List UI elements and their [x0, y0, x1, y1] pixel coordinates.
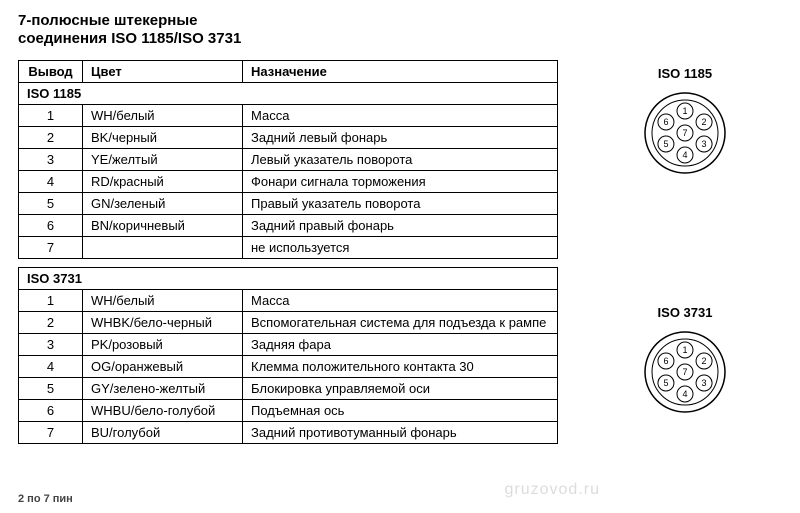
pinout-table-1: Вывод Цвет Назначение ISO 1185 1WH/белый… — [18, 60, 558, 259]
title-line2: соединения ISO 1185/ISO 3731 — [18, 30, 241, 47]
cell-color: BN/коричневый — [83, 215, 243, 237]
section-label: ISO 1185 — [19, 83, 558, 105]
cell-color: OG/оранжевый — [83, 356, 243, 378]
connector-diagram: 1 2 3 4 5 6 7 — [643, 91, 727, 175]
cell-pin: 3 — [19, 334, 83, 356]
svg-text:7: 7 — [682, 367, 687, 377]
cell-function: Левый указатель поворота — [243, 149, 558, 171]
header-pin: Вывод — [19, 61, 83, 83]
cell-pin: 2 — [19, 127, 83, 149]
table-row: 4RD/красныйФонари сигнала торможения — [19, 171, 558, 193]
tables-column: Вывод Цвет Назначение ISO 1185 1WH/белый… — [18, 60, 558, 444]
diagram-label-iso3731: ISO 3731 — [643, 305, 727, 320]
cell-color: BK/черный — [83, 127, 243, 149]
cell-color: WHBU/бело-голубой — [83, 400, 243, 422]
table-row: 1WH/белыйМасса — [19, 105, 558, 127]
cell-function: Фонари сигнала торможения — [243, 171, 558, 193]
svg-text:7: 7 — [682, 128, 687, 138]
table-row: 5GN/зеленыйПравый указатель поворота — [19, 193, 558, 215]
svg-text:3: 3 — [702, 378, 707, 388]
cell-pin: 4 — [19, 356, 83, 378]
cell-color: GN/зеленый — [83, 193, 243, 215]
cell-pin: 1 — [19, 290, 83, 312]
cell-color: YE/желтый — [83, 149, 243, 171]
diagram-label-iso1185: ISO 1185 — [643, 66, 727, 81]
cell-pin: 2 — [19, 312, 83, 334]
content: Вывод Цвет Назначение ISO 1185 1WH/белый… — [18, 60, 782, 444]
svg-text:1: 1 — [682, 345, 687, 355]
cell-color: PK/розовый — [83, 334, 243, 356]
table-row: 1WH/белыйМасса — [19, 290, 558, 312]
diagram-iso3731: ISO 3731 1 2 3 4 5 6 7 — [643, 305, 727, 414]
cell-pin: 7 — [19, 237, 83, 259]
svg-text:5: 5 — [663, 378, 668, 388]
cell-pin: 5 — [19, 193, 83, 215]
page-title: 7-полюсные штекерные соединения ISO 1185… — [18, 12, 782, 48]
title-line1: 7-полюсные штекерные — [18, 12, 197, 29]
table-row: 2WHBK/бело-черныйВспомогательная система… — [19, 312, 558, 334]
table-row: 6BN/коричневыйЗадний правый фонарь — [19, 215, 558, 237]
svg-text:5: 5 — [663, 139, 668, 149]
cell-color: WH/белый — [83, 290, 243, 312]
table-row: 5GY/зелено-желтыйБлокировка управляемой … — [19, 378, 558, 400]
cell-color: RD/красный — [83, 171, 243, 193]
section-row-iso1185: ISO 1185 — [19, 83, 558, 105]
cell-pin: 4 — [19, 171, 83, 193]
cell-pin: 3 — [19, 149, 83, 171]
cell-function: Вспомогательная система для подъезда к р… — [243, 312, 558, 334]
table-header-row: Вывод Цвет Назначение — [19, 61, 558, 83]
cell-pin: 7 — [19, 422, 83, 444]
cell-function: Клемма положительного контакта 30 — [243, 356, 558, 378]
cell-function: Подъемная ось — [243, 400, 558, 422]
cell-function: Задний противотуманный фонарь — [243, 422, 558, 444]
cell-pin: 6 — [19, 215, 83, 237]
svg-text:2: 2 — [702, 117, 707, 127]
table-row: 7 не используется — [19, 237, 558, 259]
table-row: 3PK/розовыйЗадняя фара — [19, 334, 558, 356]
watermark: gruzovod.ru — [505, 481, 601, 499]
cell-function: Масса — [243, 290, 558, 312]
table-row: 4OG/оранжевыйКлемма положительного конта… — [19, 356, 558, 378]
cell-function: Задний правый фонарь — [243, 215, 558, 237]
diagram-iso1185: ISO 1185 1 2 3 4 5 6 7 — [643, 66, 727, 175]
cell-function: Задняя фара — [243, 334, 558, 356]
table-row: 3YE/желтыйЛевый указатель поворота — [19, 149, 558, 171]
svg-text:6: 6 — [663, 117, 668, 127]
table-row: 7BU/голубойЗадний противотуманный фонарь — [19, 422, 558, 444]
section-label: ISO 3731 — [19, 268, 558, 290]
cell-color: BU/голубой — [83, 422, 243, 444]
cell-pin: 1 — [19, 105, 83, 127]
table-row: 2BK/черныйЗадний левый фонарь — [19, 127, 558, 149]
section-row-iso3731: ISO 3731 — [19, 268, 558, 290]
footer-text: 2 по 7 пин — [18, 493, 73, 505]
svg-text:6: 6 — [663, 356, 668, 366]
cell-function: Правый указатель поворота — [243, 193, 558, 215]
cell-function: Блокировка управляемой оси — [243, 378, 558, 400]
cell-pin: 6 — [19, 400, 83, 422]
cell-color: WHBK/бело-черный — [83, 312, 243, 334]
svg-text:3: 3 — [702, 139, 707, 149]
connector-diagram: 1 2 3 4 5 6 7 — [643, 330, 727, 414]
cell-function: не используется — [243, 237, 558, 259]
svg-text:4: 4 — [682, 389, 687, 399]
diagrams-column: ISO 1185 1 2 3 4 5 6 7 ISO 3731 1 2 3 4 5 6 7 — [588, 60, 782, 444]
cell-color: WH/белый — [83, 105, 243, 127]
svg-text:1: 1 — [682, 106, 687, 116]
cell-color: GY/зелено-желтый — [83, 378, 243, 400]
cell-pin: 5 — [19, 378, 83, 400]
header-function: Назначение — [243, 61, 558, 83]
table-row: 6WHBU/бело-голубойПодъемная ось — [19, 400, 558, 422]
cell-function: Масса — [243, 105, 558, 127]
cell-color — [83, 237, 243, 259]
svg-text:2: 2 — [702, 356, 707, 366]
svg-text:4: 4 — [682, 150, 687, 160]
table-spacer — [18, 259, 558, 267]
pinout-table-2: ISO 3731 1WH/белыйМасса2WHBK/бело-черный… — [18, 267, 558, 444]
cell-function: Задний левый фонарь — [243, 127, 558, 149]
header-color: Цвет — [83, 61, 243, 83]
